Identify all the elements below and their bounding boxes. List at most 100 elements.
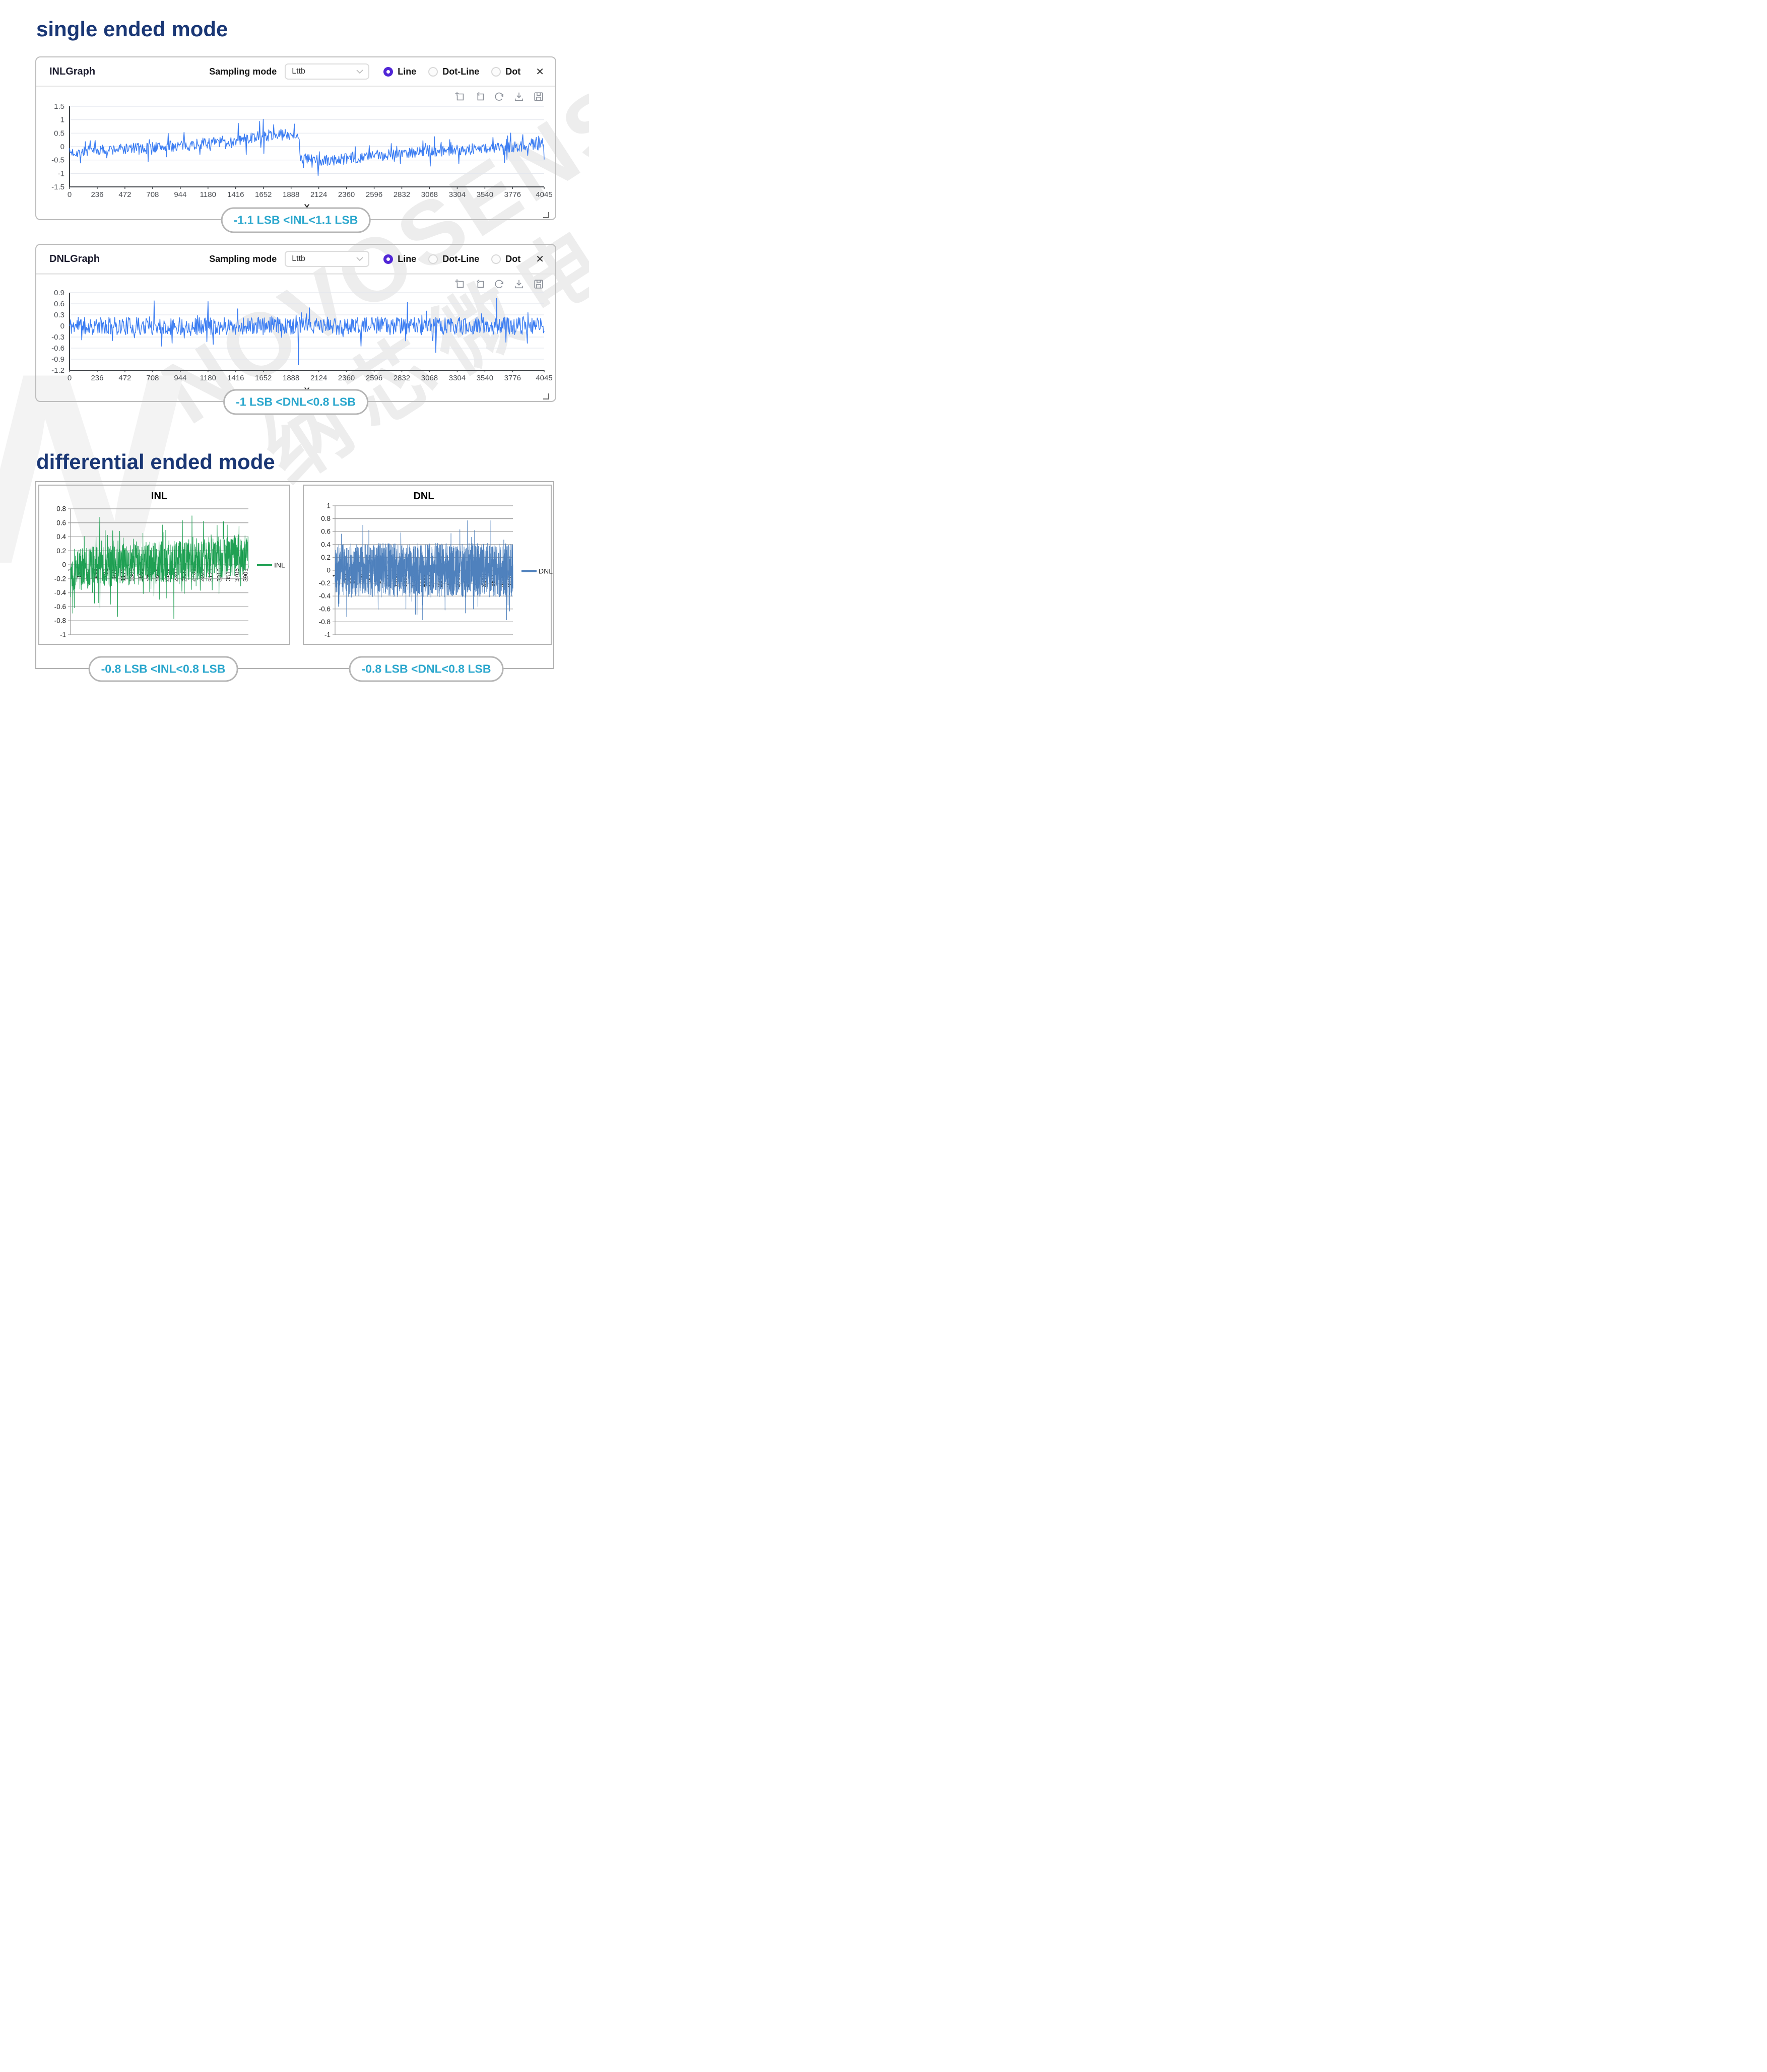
diff-inl-range-badge: -0.8 LSB <INL<0.8 LSB [88,656,238,682]
x-tick-label: 1951 [155,568,162,582]
radio-line[interactable]: Line [383,254,416,264]
x-tick-label: 2596 [366,374,382,382]
x-tick-label: 1888 [283,374,299,382]
radio-dot-label: Dot [505,253,521,264]
radio-dot-line[interactable]: Dot-Line [428,254,479,264]
sampling-mode-dropdown[interactable]: Lttb [285,251,370,267]
download-icon[interactable] [513,279,525,290]
section-heading-differential-ended: differential ended mode [36,450,275,474]
x-tick-label: 944 [174,374,186,382]
x-tick-label: 1180 [200,190,216,199]
radio-dot[interactable]: Dot [491,254,520,264]
x-tick-label: 4045 [536,374,552,382]
y-tick-label: -0.6 [51,344,64,353]
y-tick-label: 0.6 [56,519,66,526]
x-tick-label: 236 [91,190,103,199]
section-heading-single-ended: single ended mode [36,17,228,41]
x-tick-label: 3304 [449,190,466,199]
download-icon[interactable] [513,91,525,102]
y-tick-label: -0.2 [54,575,66,582]
x-tick-label: 3304 [449,374,466,382]
x-tick-label: 708 [146,374,159,382]
y-tick-label: 1.5 [54,102,64,111]
close-icon[interactable]: ✕ [536,66,544,78]
y-tick-label: -0.4 [54,589,67,596]
zoom-area-icon[interactable] [454,279,466,290]
page: NOVOSENSE 纳芯微电子 N single ended mode INLG… [0,0,589,691]
x-tick-label: 3776 [504,190,521,199]
reset-zoom-icon[interactable] [474,279,485,290]
y-tick-label: 0.8 [56,505,66,513]
radio-dot[interactable]: Dot [491,66,520,77]
save-icon[interactable] [533,279,544,290]
diff-dnl-chart-box: DNL 1 0.8 0.6 0.4 0.2 0 -0.2 -0.4 -0.6 -0.8 -1 1 196… [303,485,553,645]
chevron-down-icon [356,69,363,74]
dnl-chart-zone: 0.9 0.6 0.3 0 -0.3 -0.6 -0.9 -1.2 0 236 472 708 944 1… [36,275,555,403]
y-tick-label: -0.9 [51,355,64,364]
x-tick-label: 1888 [283,190,299,199]
data-series-line [70,515,249,619]
radio-dot-icon [491,66,501,77]
x-tick-label: 708 [146,190,159,199]
x-tick-label: 3540 [477,374,493,382]
x-tick-label: 2596 [366,190,382,199]
y-tick-label: 1 [326,502,331,510]
x-tick-label: 0 [68,190,72,199]
diff-dnl-chart: 10.80.60.40.20-0.2-0.4-0.6-0.8-11 196 391 5… [319,502,553,639]
chevron-down-icon [356,256,363,261]
y-tick-label: 0.6 [54,300,64,308]
x-tick-label: 472 [118,374,131,382]
x-tick-label: 3540 [477,190,493,199]
radio-dot-label: Dot [505,66,521,77]
radio-dot-icon [383,254,394,264]
y-tick-label: -0.2 [319,579,331,587]
y-tick-label: 0.6 [321,528,331,536]
y-tick-label: 0.3 [54,311,64,319]
x-tick-label: 3901 [242,568,249,582]
y-tick-label: 0.2 [321,554,331,561]
save-icon[interactable] [533,91,544,102]
refresh-icon[interactable] [494,91,505,102]
y-tick-label: -0.4 [319,592,331,600]
radio-line-label: Line [398,253,417,264]
data-series-line [69,118,545,176]
x-tick-label: 1652 [255,374,272,382]
close-icon[interactable]: ✕ [536,253,544,265]
sampling-mode-label: Sampling mode [209,66,277,77]
radio-dot-icon [383,66,394,77]
x-tick-label: 3776 [504,374,521,382]
inl-panel-header: INLGraph Sampling mode Lttb Line Dot-Lin… [36,57,555,87]
reset-zoom-icon[interactable] [474,91,485,102]
resize-handle-icon[interactable] [543,212,549,218]
dnl-range-badge: -1 LSB <DNL<0.8 LSB [223,389,368,415]
radio-dot-icon [428,254,438,264]
x-tick-label: 944 [174,190,186,199]
diff-inl-chart: 0.80.60.40.20-0.2-0.4-0.6-0.8-11 196 391 58… [54,505,285,639]
zoom-area-icon[interactable] [454,91,466,102]
sampling-mode-dropdown[interactable]: Lttb [285,63,370,80]
inl-panel-title: INLGraph [49,65,96,77]
x-tick-label: 2124 [310,374,327,382]
y-tick-label: 0.2 [56,547,66,555]
x-tick-label: 2832 [394,190,410,199]
y-tick-label: 0.8 [321,515,331,522]
resize-handle-icon[interactable] [543,393,549,399]
refresh-icon[interactable] [494,279,505,290]
y-tick-label: -1 [324,631,331,639]
y-tick-label: 0 [326,567,331,574]
differential-charts-container: INL 0.8 0.6 0.4 0.2 0 -0.2 -0.4 -0.6 -0.8 -1 1 196 3… [35,481,554,669]
radio-line[interactable]: Line [383,66,416,77]
dnl-panel-header: DNLGraph Sampling mode Lttb Line Dot-Lin… [36,245,555,275]
y-tick-label: -0.6 [319,605,331,613]
dnl-graph-panel: DNLGraph Sampling mode Lttb Line Dot-Lin… [35,244,556,402]
radio-dot-icon [428,66,438,77]
y-tick-label: 0.4 [321,541,331,548]
inl-chart-zone: 1.5 1 0.5 0 -0.5 -1 -1.5 0 236 472 708 944 1180 1416 1… [36,87,555,221]
x-tick-label: 3068 [421,374,438,382]
x-tick-label: 1416 [227,190,244,199]
y-tick-label: -0.6 [54,603,66,611]
radio-dot-line[interactable]: Dot-Line [428,66,479,77]
x-tick-label: 2360 [338,190,355,199]
dnl-line-chart: 0.9 0.6 0.3 0 -0.3 -0.6 -0.9 -1.2 0 236 472 708 944 1… [51,289,553,395]
y-tick-label: 0 [60,143,64,151]
